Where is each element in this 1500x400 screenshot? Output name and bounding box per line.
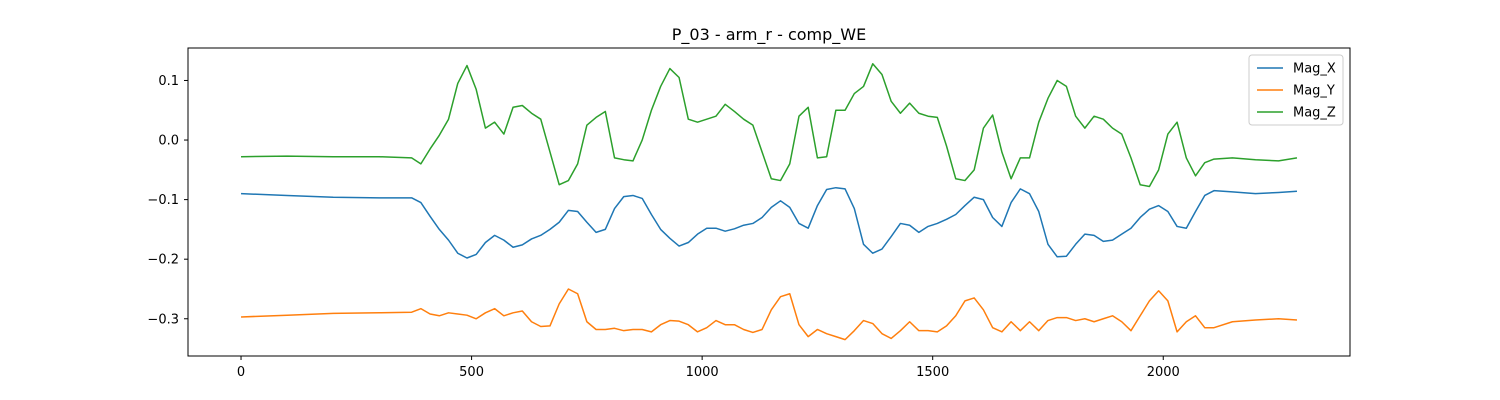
series-line-mag-x [241,186,1298,259]
y-tick-label: −0.2 [147,253,179,268]
y-tick-label: −0.3 [147,312,179,327]
legend: Mag_X Mag_Y Mag_Z [1248,54,1344,126]
legend-label: Mag_Z [1293,106,1336,121]
plot-frame [187,47,1351,357]
legend-label: Mag_X [1293,62,1336,77]
series-line-mag-y [241,288,1298,341]
y-tick-label: 0.0 [158,134,179,149]
chart-title: P_03 - arm_r - comp_WE [672,25,866,45]
x-tick-label: 0 [237,365,245,380]
x-tick-label: 500 [459,365,484,380]
y-axis: −0.3 −0.2 −0.1 0.0 0.1 [147,74,188,327]
legend-label: Mag_Y [1293,84,1335,99]
y-tick-label: 0.1 [158,74,179,89]
legend-box [1248,54,1344,126]
x-axis: 0 500 1000 1500 2000 [237,356,1180,380]
x-tick-label: 1500 [916,365,949,380]
y-tick-label: −0.1 [147,193,179,208]
series-line-mag-z [241,63,1298,188]
x-tick-label: 1000 [686,365,719,380]
x-tick-label: 2000 [1147,365,1180,380]
